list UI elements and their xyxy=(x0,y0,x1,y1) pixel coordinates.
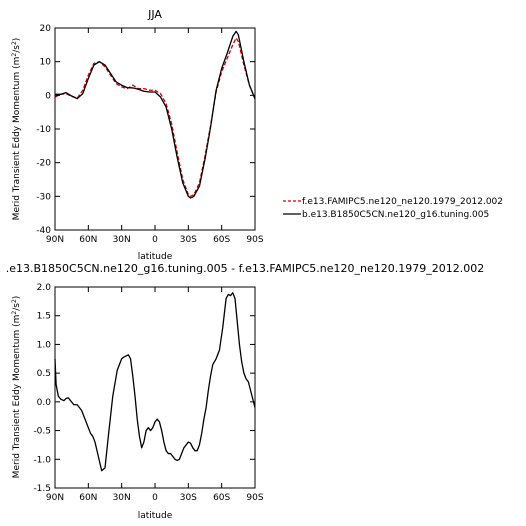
bottom-y-tick-label: -1.5 xyxy=(33,484,51,494)
top-x-tick-label: 90S xyxy=(246,235,263,245)
bottom-x-tick-label: 60N xyxy=(79,493,97,503)
top-y-tick-label: 0 xyxy=(45,91,51,101)
bottom-y-tick-label: 2.0 xyxy=(37,283,52,293)
bottom-x-ticks: 90N 60N 30N 0 30S 60S 90S xyxy=(46,287,264,503)
bottom-x-tick-label: 0 xyxy=(152,493,158,503)
top-series-group xyxy=(54,30,256,199)
top-x-tick-label: 60S xyxy=(213,235,230,245)
top-series-line-1 xyxy=(55,30,256,199)
top-x-tick-label: 60N xyxy=(79,235,97,245)
top-y-tick-label: -10 xyxy=(36,125,51,135)
bottom-x-axis-label: latitude xyxy=(138,511,173,521)
bottom-title: .e13.B1850C5CN.ne120_g16.tuning.005 - f.… xyxy=(6,262,484,275)
top-x-axis-label: latitude xyxy=(138,252,173,262)
top-x-ticks: 90N 60N 30N 0 30S 60S 90S xyxy=(46,28,264,245)
bottom-y-tick-label: -1.0 xyxy=(33,455,51,465)
top-y-axis-label: Merid Transient Eddy Momentum (m2/s2) xyxy=(11,38,22,221)
bottom-y-tick-label: 1.0 xyxy=(37,340,52,350)
bottom-y-axis-label: Merid Transient Eddy Momentum (m2/s2) xyxy=(11,296,22,479)
top-panel: JJA 90N 60N 30N 0 30S 60S 90S -40 -30 -20 -10 0 10 2… xyxy=(11,8,264,262)
bottom-x-tick-label: 90S xyxy=(246,493,263,503)
bottom-y-tick-label: 0.0 xyxy=(37,398,52,408)
top-series-line-0 xyxy=(54,37,256,197)
bottom-x-tick-label: 90N xyxy=(46,493,64,503)
legend: f.e13.FAMIPC5.ne120_ne120.1979_2012.002 … xyxy=(283,197,503,220)
top-y-tick-label: 20 xyxy=(40,24,52,34)
legend-label-model-b: b.e13.B1850C5CN.ne120_g16.tuning.005 xyxy=(302,210,489,220)
top-title: JJA xyxy=(147,8,162,21)
bottom-x-tick-label: 60S xyxy=(213,493,230,503)
bottom-x-tick-label: 30S xyxy=(180,493,197,503)
top-x-tick-label: 0 xyxy=(152,235,158,245)
bottom-series-group xyxy=(54,292,256,472)
bottom-x-tick-label: 30N xyxy=(113,493,131,503)
top-y-ticks: -40 -30 -20 -10 0 10 20 xyxy=(36,24,255,236)
top-y-tick-label: -20 xyxy=(36,159,51,169)
top-x-tick-label: 90N xyxy=(46,235,64,245)
bottom-series-line-0 xyxy=(54,292,256,472)
bottom-y-tick-label: 1.5 xyxy=(37,312,51,322)
bottom-y-ticks: -1.5 -1.0 -0.5 0.0 0.5 1.0 1.5 2.0 xyxy=(33,283,255,494)
top-y-tick-label: 10 xyxy=(40,58,52,68)
bottom-panel: .e13.B1850C5CN.ne120_g16.tuning.005 - f.… xyxy=(6,262,484,521)
bottom-plot-frame xyxy=(54,286,256,489)
top-y-tick-label: -40 xyxy=(36,226,51,236)
legend-label-model-a: f.e13.FAMIPC5.ne120_ne120.1979_2012.002 xyxy=(302,197,503,207)
top-x-tick-label: 30N xyxy=(113,235,131,245)
bottom-y-tick-label: -0.5 xyxy=(33,427,51,437)
top-x-tick-label: 30S xyxy=(180,235,197,245)
bottom-y-tick-label: 0.5 xyxy=(37,369,51,379)
top-y-tick-label: -30 xyxy=(36,192,51,202)
